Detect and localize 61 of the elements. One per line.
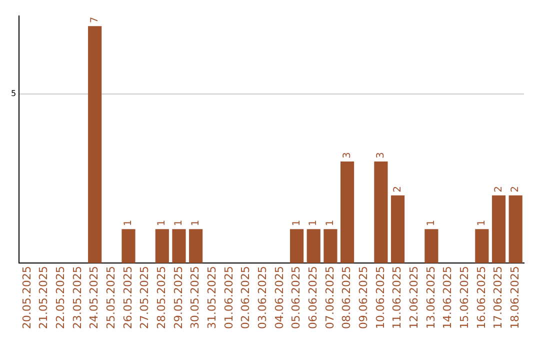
- data-label: 1: [426, 220, 438, 226]
- bar: [306, 229, 320, 264]
- x-tick-label: 31.05.2025: [206, 266, 218, 330]
- data-label: 2: [510, 186, 522, 192]
- x-tick-label: 05.06.2025: [290, 266, 303, 330]
- data-label: 1: [156, 220, 168, 226]
- data-label: 1: [308, 220, 320, 226]
- bar: [390, 195, 405, 264]
- x-tick-label: 24.05.2025: [88, 266, 101, 330]
- y-tick-label: 5: [10, 88, 16, 98]
- x-tick-label: 20.05.2025: [20, 266, 34, 330]
- x-tick-label: 11.06.2025: [390, 266, 404, 330]
- x-tick-label: 10.06.2025: [374, 266, 387, 330]
- x-tick-label: 18.06.2025: [508, 266, 522, 330]
- data-label: 3: [342, 152, 353, 159]
- x-tick-label: 02.06.2025: [239, 266, 252, 330]
- x-tick-label: 15.06.2025: [458, 266, 471, 330]
- x-tick-label: 08.06.2025: [340, 266, 354, 330]
- x-tick-label: 29.05.2025: [172, 266, 185, 330]
- data-label: 1: [123, 220, 134, 226]
- x-tick-label: 09.06.2025: [356, 266, 370, 330]
- x-tick-label: 14.06.2025: [441, 266, 454, 330]
- data-label: 2: [392, 186, 404, 192]
- bar: [492, 195, 506, 264]
- x-tick-label: 07.06.2025: [323, 266, 336, 330]
- data-label: 1: [190, 220, 202, 226]
- x-tick-label: 26.05.2025: [121, 266, 134, 330]
- bar: [290, 229, 304, 264]
- bar: [374, 162, 388, 264]
- data-label: 1: [291, 220, 302, 226]
- bar: [424, 229, 438, 264]
- data-label: 7: [89, 16, 100, 24]
- x-tick-label: 25.05.2025: [104, 266, 118, 330]
- x-tick-label: 22.05.2025: [54, 266, 68, 330]
- data-label: 2: [493, 186, 504, 192]
- bar: [172, 229, 186, 264]
- bar: [324, 229, 338, 264]
- x-tick-label: 30.05.2025: [188, 266, 202, 330]
- data-label: 1: [325, 220, 336, 226]
- x-tick-label: 13.06.2025: [424, 266, 438, 330]
- x-tick-label: 27.05.2025: [138, 266, 152, 330]
- bar: [155, 229, 169, 264]
- x-tick-label: 01.06.2025: [222, 266, 236, 330]
- bar: [340, 162, 354, 264]
- bar: [189, 229, 203, 264]
- bar: [88, 26, 102, 264]
- x-tick-label: 17.06.2025: [492, 266, 505, 330]
- x-tick-label: 16.06.2025: [474, 266, 488, 330]
- x-tick-label: 21.05.2025: [37, 266, 50, 330]
- x-tick-label: 12.06.2025: [407, 266, 420, 330]
- x-tick-label: 03.06.2025: [256, 266, 269, 330]
- data-label: 1: [476, 220, 488, 226]
- bar: [122, 229, 136, 264]
- bar: [508, 195, 522, 264]
- x-tick-label: 04.06.2025: [272, 266, 286, 330]
- x-tick-label: 06.06.2025: [306, 266, 320, 330]
- bar: [475, 229, 489, 264]
- x-tick-label: 28.05.2025: [155, 266, 168, 330]
- data-label: 1: [174, 220, 185, 226]
- data-label: 3: [376, 152, 387, 159]
- x-tick-label: 23.05.2025: [70, 266, 84, 330]
